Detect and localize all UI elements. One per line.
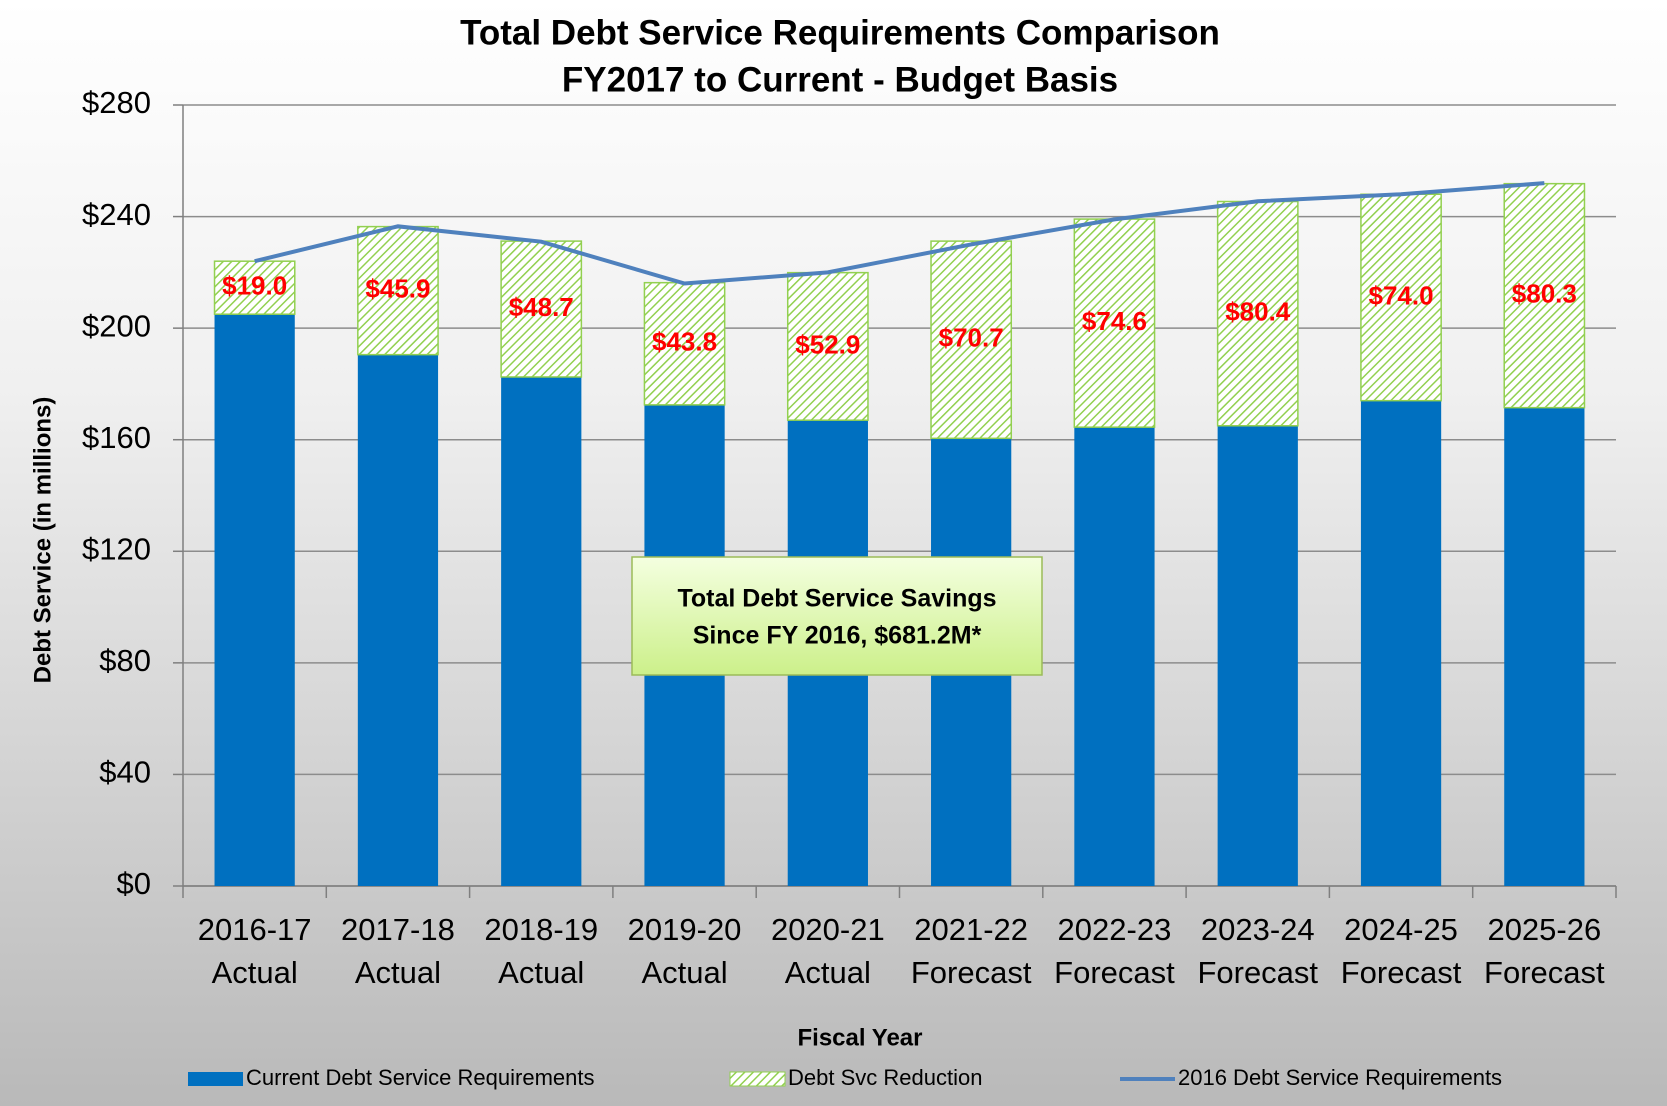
- legend-label: 2016 Debt Service Requirements: [1178, 1065, 1502, 1090]
- bar: [1360, 400, 1442, 886]
- x-tick-label: 2021-22: [914, 912, 1028, 947]
- legend-swatch: [188, 1072, 243, 1086]
- value-label: $19.0: [222, 271, 287, 301]
- reduction-bar: [643, 281, 726, 406]
- chart-title: Total Debt Service Requirements Comparis…: [460, 13, 1220, 52]
- y-tick-label: $80: [99, 643, 151, 678]
- x-tick-label: 2025-26: [1487, 912, 1601, 947]
- chart-subtitle: FY2017 to Current - Budget Basis: [562, 60, 1118, 99]
- reduction-bar: [357, 225, 439, 356]
- x-tick-label: Forecast: [911, 955, 1032, 990]
- value-label: $70.7: [939, 323, 1004, 353]
- y-tick-label: $280: [82, 85, 151, 120]
- legend-label: Debt Svc Reduction: [788, 1065, 982, 1090]
- y-tick-label: $0: [117, 866, 151, 901]
- bar: [214, 314, 295, 887]
- value-label: $43.8: [652, 327, 717, 357]
- value-label: $74.6: [1082, 306, 1147, 336]
- x-tick-label: Forecast: [1484, 955, 1605, 990]
- bar: [1074, 427, 1155, 886]
- annotation: Since FY 2016, $681.2M*: [693, 622, 982, 650]
- y-tick-label: $240: [82, 197, 151, 232]
- y-tick-label: $40: [99, 755, 151, 790]
- x-tick-label: Actual: [641, 955, 727, 990]
- x-tick-label: Actual: [785, 955, 871, 990]
- x-tick-label: 2023-24: [1201, 912, 1315, 947]
- reduction-bar: [1216, 200, 1299, 427]
- value-label: $80.4: [1225, 297, 1291, 327]
- reduction-bar: [786, 271, 869, 421]
- x-tick-label: 2017-18: [341, 912, 455, 947]
- line: [254, 181, 1545, 286]
- x-tick-label: Forecast: [1197, 955, 1318, 990]
- x-tick-label: 2022-23: [1058, 912, 1172, 947]
- x-tick-label: Actual: [355, 955, 441, 990]
- annotation-box: [631, 556, 1043, 676]
- bar: [1504, 407, 1585, 886]
- legend-swatch: [729, 1071, 786, 1087]
- annotation: Total Debt Service Savings: [677, 585, 996, 613]
- reduction-bar: [930, 240, 1013, 440]
- value-label: $74.0: [1369, 280, 1434, 310]
- x-tick-label: 2018-19: [484, 912, 598, 947]
- bar: [1217, 425, 1298, 886]
- x-axis-title: Fiscal Year: [798, 1024, 923, 1051]
- x-tick-label: Actual: [498, 955, 584, 990]
- x-tick-label: 2019-20: [628, 912, 742, 947]
- x-tick-label: Forecast: [1054, 955, 1175, 990]
- value-label: $80.3: [1512, 279, 1577, 309]
- y-axis-title: Debt Service (in millions): [29, 397, 56, 684]
- reduction-bar: [1360, 193, 1442, 402]
- value-label: $45.9: [365, 274, 430, 304]
- bar: [357, 354, 439, 886]
- legend-label: Current Debt Service Requirements: [246, 1065, 594, 1090]
- x-tick-label: 2024-25: [1344, 912, 1458, 947]
- reduction-bar: [1503, 182, 1586, 409]
- x-tick-label: 2016-17: [198, 912, 312, 947]
- y-tick-label: $160: [82, 420, 151, 455]
- y-tick-label: $120: [82, 531, 151, 566]
- x-tick-label: Actual: [212, 955, 298, 990]
- reduction-bar: [500, 240, 583, 378]
- value-label: $52.9: [795, 329, 860, 359]
- bar: [501, 376, 582, 886]
- value-label: $48.7: [509, 292, 574, 322]
- x-tick-label: 2020-21: [771, 912, 885, 947]
- x-tick-label: Forecast: [1341, 955, 1462, 990]
- y-tick-label: $200: [82, 308, 151, 343]
- reduction-bar: [1073, 218, 1156, 428]
